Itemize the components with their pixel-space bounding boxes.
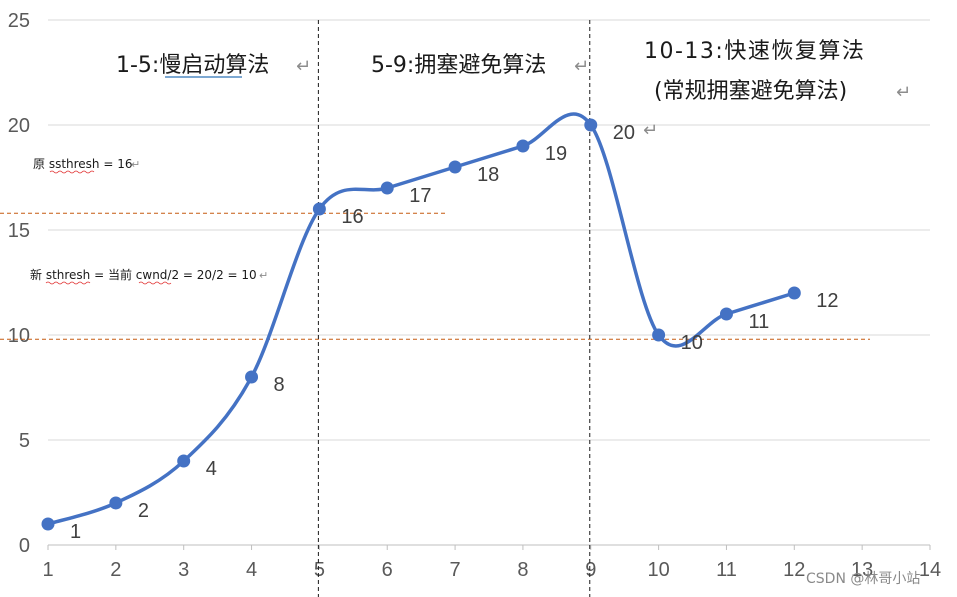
data-label: 8 bbox=[274, 374, 285, 396]
x-tick-label: 7 bbox=[450, 559, 461, 581]
data-label: 18 bbox=[477, 164, 499, 186]
return-mark-icon: ↵ bbox=[896, 82, 911, 103]
data-point bbox=[787, 286, 801, 300]
y-tick-label: 25 bbox=[8, 10, 30, 32]
data-label: 4 bbox=[206, 458, 217, 480]
x-tick-label: 6 bbox=[382, 559, 393, 581]
data-label: 20 bbox=[613, 122, 635, 144]
y-tick-label: 15 bbox=[8, 220, 30, 242]
return-mark-icon: ↵ bbox=[574, 56, 589, 77]
new-ssthresh-label: 新 sthresh = 当前 cwnd/2 = 20/2 = 10 bbox=[30, 267, 257, 282]
watermark: CSDN @林哥小站 bbox=[806, 571, 920, 587]
x-tick-label: 14 bbox=[919, 559, 941, 581]
x-tick-label: 5 bbox=[314, 559, 325, 581]
data-point bbox=[448, 160, 462, 174]
y-tick-label: 20 bbox=[8, 115, 30, 137]
data-point bbox=[245, 370, 259, 384]
grid-lines bbox=[48, 19, 930, 441]
x-tick-label: 11 bbox=[716, 559, 737, 581]
return-mark-icon: ↵ bbox=[259, 269, 268, 282]
phase1-annotation: 1-5:慢启动算法 ↵ bbox=[116, 53, 311, 78]
x-tick-label: 9 bbox=[585, 559, 596, 581]
y-tick-label: 0 bbox=[19, 535, 30, 557]
data-label: 19 bbox=[545, 143, 567, 165]
data-label: 17 bbox=[409, 185, 431, 207]
data-label: 1 bbox=[70, 521, 81, 543]
phase2-label: 5-9:拥塞避免算法 bbox=[371, 53, 546, 78]
data-label: 11 bbox=[748, 311, 769, 333]
x-tick-label: 8 bbox=[517, 559, 528, 581]
phase3-annotation: 10-13:快速恢复算法 (常规拥塞避免算法) ↵ bbox=[644, 39, 911, 104]
data-label: 2 bbox=[138, 500, 149, 522]
phase3-label-line2: (常规拥塞避免算法) bbox=[654, 79, 847, 104]
spellcheck-underline bbox=[138, 281, 172, 285]
data-point bbox=[719, 307, 733, 321]
data-point bbox=[652, 328, 666, 342]
return-mark-icon: ↵ bbox=[643, 120, 658, 141]
x-tick-label: 1 bbox=[42, 559, 53, 581]
x-tick-label: 13 bbox=[851, 559, 873, 581]
data-label: 12 bbox=[816, 290, 838, 312]
data-label: 10 bbox=[681, 332, 703, 354]
x-tick-label: 3 bbox=[178, 559, 189, 581]
data-point bbox=[109, 496, 123, 510]
y-tick-label: 5 bbox=[19, 430, 30, 452]
series-layer bbox=[41, 112, 801, 531]
data-point bbox=[380, 181, 394, 195]
phase3-label-line1: 10-13:快速恢复算法 bbox=[644, 39, 865, 64]
x-tick-label: 4 bbox=[246, 559, 257, 581]
data-point bbox=[312, 202, 326, 216]
phase1-label: 1-5:慢启动算法 bbox=[116, 53, 269, 78]
phase2-annotation: 5-9:拥塞避免算法 ↵ bbox=[371, 53, 589, 78]
x-tick-label: 10 bbox=[647, 559, 669, 581]
end-of-line-mark: ↵ bbox=[643, 120, 658, 141]
x-tick-label: 12 bbox=[783, 559, 805, 581]
return-mark-icon: ↵ bbox=[296, 56, 311, 77]
spellcheck-underline bbox=[49, 170, 95, 174]
x-tick-label: 2 bbox=[110, 559, 121, 581]
data-point bbox=[177, 454, 191, 468]
y-tick-label: 10 bbox=[8, 325, 30, 347]
old-ssthresh-label: 原 ssthresh = 16 bbox=[33, 157, 133, 171]
old-ssthresh-annotation: 原 ssthresh = 16 ↵ bbox=[33, 157, 140, 174]
data-label: 16 bbox=[341, 206, 363, 228]
data-point bbox=[584, 118, 598, 132]
new-ssthresh-annotation: 新 sthresh = 当前 cwnd/2 = 20/2 = 10 ↵ bbox=[30, 267, 268, 285]
reference-lines bbox=[0, 20, 870, 597]
data-point bbox=[41, 517, 55, 531]
return-mark-icon: ↵ bbox=[131, 158, 140, 171]
spellcheck-underline bbox=[45, 281, 91, 285]
series-line bbox=[46, 112, 797, 526]
data-point bbox=[516, 139, 530, 153]
